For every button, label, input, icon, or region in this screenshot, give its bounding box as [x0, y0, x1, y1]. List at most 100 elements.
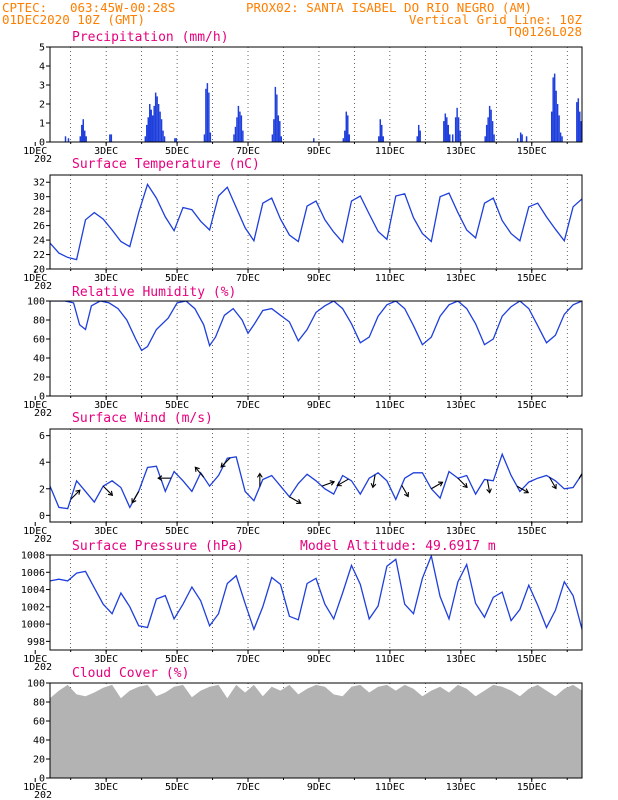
- pressure-y-tick-label: 1004: [21, 585, 45, 596]
- temperature-x-tick-label: 1DEC: [23, 273, 47, 284]
- cloud-x-tick-label: 5DEC: [165, 782, 189, 793]
- precip-bar: [576, 102, 578, 142]
- precip-bar: [382, 136, 384, 142]
- wind-wind-arrowhead: [438, 481, 444, 487]
- precip-bar: [313, 138, 315, 142]
- wind-plot-area: [50, 452, 582, 510]
- pressure-x-year-label: 202: [34, 662, 52, 673]
- humidity-x-tick-label: 15DEC: [517, 400, 547, 411]
- wind-wind-arrow: [102, 485, 113, 496]
- precip-x-tick-label: 13DEC: [446, 146, 476, 157]
- wind-wind-arrowhead: [107, 490, 114, 497]
- precip-bar: [419, 130, 421, 142]
- wind-wind-arrowhead: [75, 489, 81, 495]
- wind-x-tick-label: 3DEC: [94, 526, 118, 537]
- precip-bar: [279, 121, 281, 142]
- pressure-x-tick-label: 1DEC: [23, 654, 47, 665]
- temperature-x-tick-label: 9DEC: [307, 273, 331, 284]
- precip-bar: [493, 134, 495, 142]
- temperature-y-tick-label: 20: [33, 265, 45, 276]
- precip-bar: [457, 117, 460, 142]
- precip-bar: [490, 109, 492, 142]
- precip-bar: [273, 119, 275, 142]
- cloud-x-year-label: 202: [34, 790, 52, 800]
- wind-wind-arrowhead: [486, 488, 492, 494]
- pressure-x-tick-label: 13DEC: [446, 654, 476, 665]
- wind-y-tick-label: 0: [39, 511, 45, 522]
- precip-bar: [561, 136, 563, 142]
- wind-wind-arrowhead: [403, 491, 409, 498]
- precip-bar: [519, 132, 522, 142]
- temperature-y-tick-label: 26: [33, 221, 45, 232]
- precip-bar: [558, 115, 560, 142]
- precip-bar: [491, 121, 494, 142]
- cloud-panel: 0 20 40 60 80 100 1DEC 3DEC 5DEC 7DEC 9DEC 11DEC 13D…: [23, 666, 583, 800]
- precip-frame: [49, 46, 583, 143]
- temperature-line: [50, 182, 582, 261]
- precip-bar: [485, 124, 488, 142]
- precip-y-tick-label: 5: [39, 43, 45, 54]
- precip-bar: [577, 98, 580, 142]
- precip-x-year-label: 202: [34, 154, 52, 165]
- wind-x-tick-label: 9DEC: [307, 526, 331, 537]
- wind-line: [50, 452, 582, 510]
- humidity-line: [50, 301, 582, 352]
- precip-bar: [447, 124, 449, 142]
- precip-bar: [163, 136, 166, 142]
- precip-bar: [162, 130, 164, 142]
- precip-bar: [153, 105, 155, 142]
- precip-bar: [556, 104, 559, 142]
- precip-bar: [488, 105, 491, 142]
- precip-bar: [160, 119, 163, 142]
- pressure-x-tick-label: 9DEC: [307, 654, 331, 665]
- precip-bar: [110, 134, 113, 142]
- temperature-y-tick-label: 28: [33, 207, 45, 218]
- wind-wind-arrowhead: [523, 488, 530, 494]
- cloud-x-tick-label: 7DEC: [236, 782, 260, 793]
- precip-bar: [149, 104, 151, 142]
- precip-bar: [82, 119, 84, 142]
- temperature-x-tick-label: 7DEC: [236, 273, 260, 284]
- precip-bar: [85, 136, 87, 142]
- temperature-frame: [49, 174, 583, 270]
- precip-bar: [236, 117, 238, 142]
- precip-bar: [234, 126, 237, 142]
- wind-x-tick-label: 5DEC: [165, 526, 189, 537]
- humidity-panel: 0 20 40 60 80 100 1DEC 3DEC 5DEC 7DEC 9DEC 11DEC 13D…: [23, 285, 583, 419]
- temperature-y-tick-label: 22: [33, 250, 45, 261]
- precip-y-tick-label: 3: [39, 81, 45, 92]
- cloud-x-tick-label: 15DEC: [517, 782, 547, 793]
- wind-x-tick-label: 11DEC: [375, 526, 405, 537]
- header-run-date: 01DEC2020 10Z (GMT): [2, 12, 145, 27]
- pressure-x-tick-label: 15DEC: [517, 654, 547, 665]
- precip-bar: [580, 121, 582, 142]
- precip-bar: [203, 134, 206, 142]
- wind-wind-arrow: [516, 485, 529, 494]
- pressure-x-tick-label: 7DEC: [236, 654, 260, 665]
- cloud-y-tick-label: 40: [33, 736, 45, 747]
- pressure-y-tick-label: 1008: [21, 551, 45, 562]
- pressure-y-tick-label: 1000: [21, 620, 45, 631]
- precip-bar: [449, 134, 451, 142]
- cloud-y-tick-label: 20: [33, 755, 45, 766]
- cloud-area: [50, 684, 582, 778]
- precip-bar: [555, 90, 557, 142]
- wind-wind-arrow: [486, 479, 491, 493]
- precip-bar: [209, 132, 212, 142]
- precip-bar: [579, 111, 581, 142]
- pressure-panel: 998 1000 1002 1004 1006 1008 1DEC 3DEC 5DEC 7DEC 9…: [21, 539, 583, 673]
- pressure-line: [50, 555, 582, 632]
- precip-bar: [550, 111, 553, 142]
- precip-bar: [237, 105, 240, 142]
- precip-bar: [146, 124, 148, 142]
- humidity-x-tick-label: 11DEC: [375, 400, 405, 411]
- precip-bar: [174, 138, 176, 142]
- wind-wind-arrow: [194, 466, 205, 478]
- temperature-x-tick-label: 5DEC: [165, 273, 189, 284]
- precip-bar: [454, 117, 457, 142]
- wind-wind-arrowhead: [329, 480, 336, 486]
- precip-bar: [276, 94, 278, 142]
- humidity-x-tick-label: 9DEC: [307, 400, 331, 411]
- precip-bar: [379, 119, 382, 142]
